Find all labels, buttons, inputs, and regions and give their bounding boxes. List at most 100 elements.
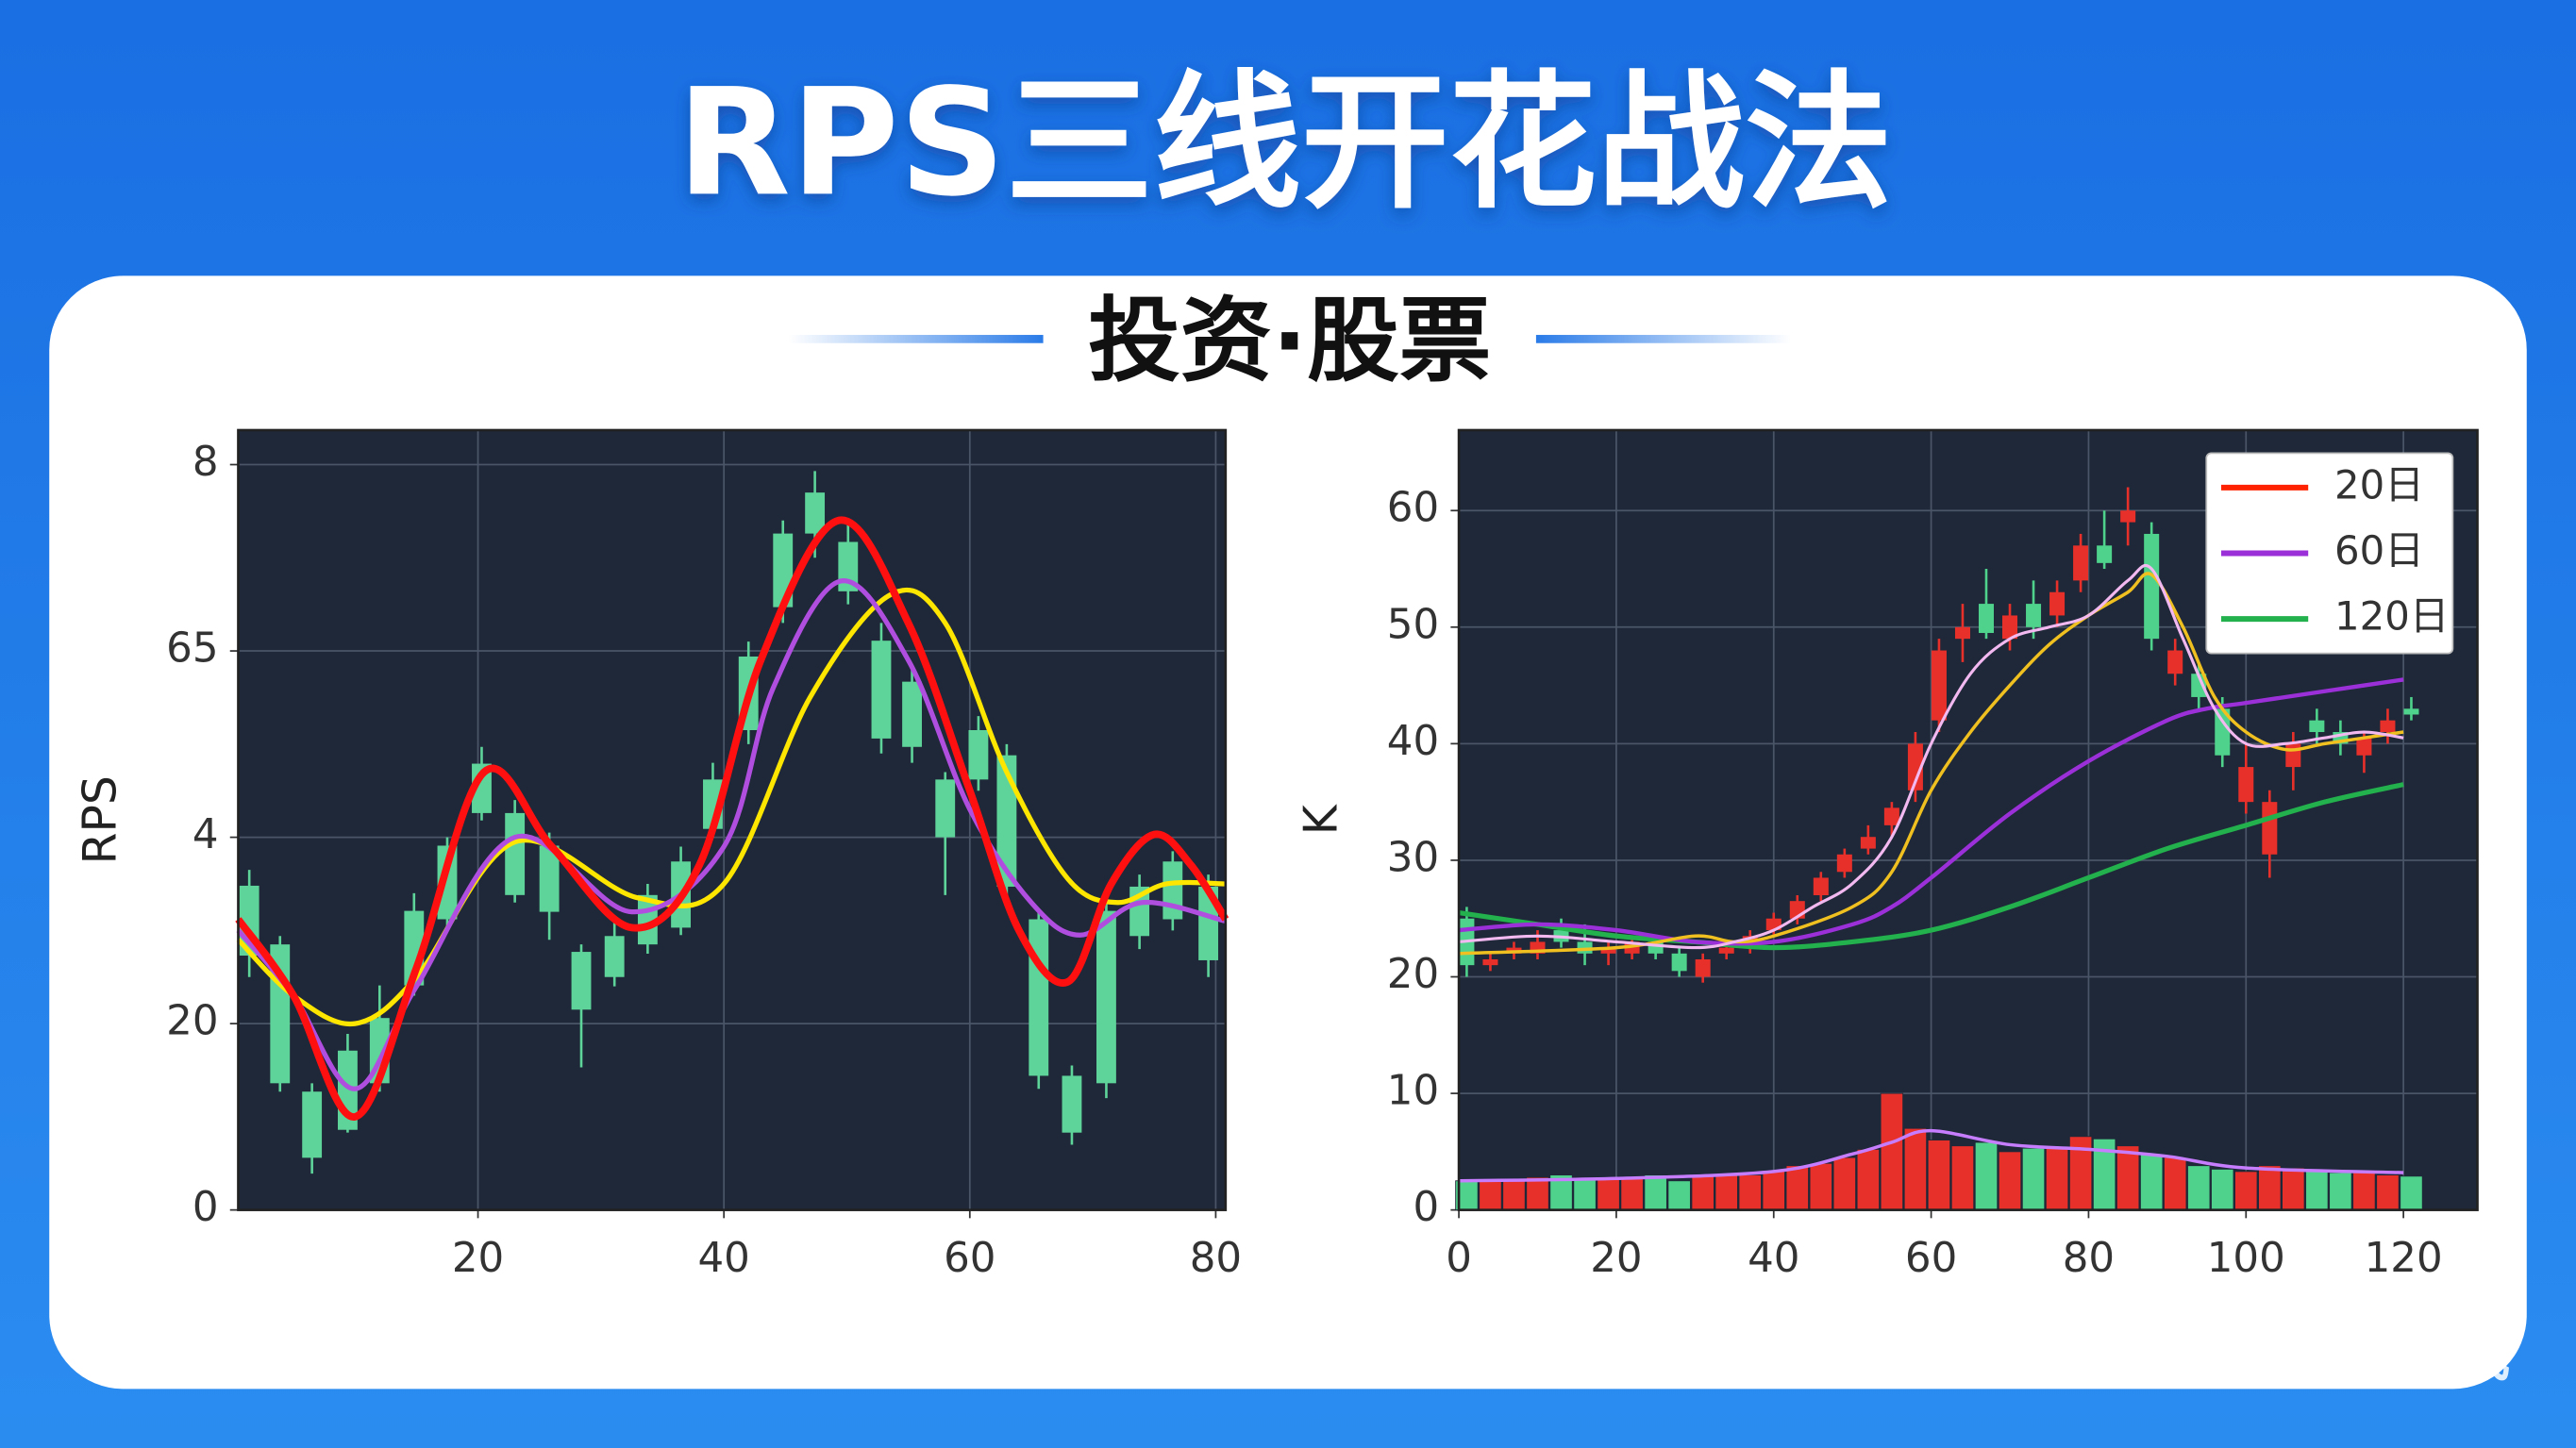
candle-body xyxy=(571,952,592,1010)
volume-bar xyxy=(2045,1146,2069,1211)
volume-bar xyxy=(2305,1170,2329,1211)
legend xyxy=(2205,452,2454,655)
ma-line xyxy=(1458,563,2404,950)
candle-body xyxy=(2403,708,2419,715)
y-tick-label: 60 xyxy=(1387,485,1439,532)
volume-bar xyxy=(2376,1174,2400,1211)
volume-line xyxy=(1459,1128,2404,1183)
x-tick-label: 80 xyxy=(2063,1235,2115,1282)
candle-body xyxy=(437,845,458,920)
volume-bar xyxy=(2211,1168,2234,1211)
page-title: RPS三线开花战法 xyxy=(677,57,1892,228)
ma-line xyxy=(1458,782,2404,951)
x-tick-label: 40 xyxy=(697,1235,749,1282)
volume-bar xyxy=(1667,1180,1691,1211)
volume-bar xyxy=(1738,1174,1762,1211)
legend-label: 120日 xyxy=(2334,593,2450,640)
y-axis-label: RPS xyxy=(75,775,127,864)
volume-bar xyxy=(1856,1148,1881,1211)
candle-body xyxy=(1836,854,1852,873)
candle-body xyxy=(2238,767,2254,803)
candle-body xyxy=(2356,738,2372,756)
candle-body xyxy=(1600,947,1616,954)
y-tick-label: 4 xyxy=(192,811,219,858)
y-tick-label: 30 xyxy=(1387,834,1439,881)
candle-body xyxy=(1482,958,1498,966)
ma-line xyxy=(236,578,1227,1091)
volume-bar xyxy=(1526,1176,1549,1211)
volume-bar xyxy=(1950,1145,1975,1211)
candle-body xyxy=(1163,861,1183,920)
candle-body xyxy=(2215,708,2231,756)
candle-body xyxy=(2309,720,2325,733)
volume-bar xyxy=(2164,1157,2187,1211)
chart: 0 20 4 65 8 20 40 60 80 RPS xyxy=(75,428,1242,1282)
volume-bar xyxy=(1479,1180,1502,1211)
volume-bar xyxy=(1715,1174,1738,1211)
candle-body xyxy=(1718,947,1734,954)
volume-bar xyxy=(1809,1162,1833,1211)
candle-body xyxy=(505,812,526,895)
y-tick-label: 40 xyxy=(1387,718,1439,765)
decor-line xyxy=(788,335,1044,343)
y-tick-label: 0 xyxy=(192,1184,219,1231)
y-axis-label: K xyxy=(1295,804,1347,835)
legend-label: 20日 xyxy=(2334,461,2424,508)
y-tick-label: 8 xyxy=(192,439,219,486)
candle-body xyxy=(805,492,826,534)
volume-bar xyxy=(1832,1157,1857,1211)
volume-bar xyxy=(2282,1167,2305,1211)
volume-bar xyxy=(2400,1175,2423,1211)
candle-body xyxy=(2073,545,2089,581)
volume-bar xyxy=(1762,1170,1785,1211)
volume-bar xyxy=(2139,1153,2164,1211)
y-tick-label: 20 xyxy=(166,998,218,1045)
candle-body xyxy=(604,936,625,977)
candle-body xyxy=(539,845,560,912)
volume-bar xyxy=(1785,1165,1809,1211)
y-tick-label: 10 xyxy=(1387,1068,1439,1115)
volume-bar xyxy=(1597,1179,1620,1211)
candle-body xyxy=(1029,919,1049,1076)
volume-bar xyxy=(2021,1147,2046,1211)
volume-bar xyxy=(1502,1180,1526,1211)
x-tick-label: 20 xyxy=(452,1235,504,1282)
candle-body xyxy=(1096,910,1116,1084)
subtitle: 投资·股票 xyxy=(1088,288,1491,394)
volume-bar xyxy=(2352,1171,2376,1211)
candle-body xyxy=(2026,604,2042,627)
y-tick-label: 0 xyxy=(1413,1184,1439,1231)
volume-bar xyxy=(2234,1171,2258,1211)
volume-bar xyxy=(2329,1172,2352,1211)
candle-body xyxy=(871,641,892,739)
candle-body xyxy=(302,1091,323,1158)
x-tick-label: 20 xyxy=(1590,1235,1642,1282)
candle-body xyxy=(1883,807,1899,825)
candle-body xyxy=(1954,626,1970,640)
x-tick-label: 60 xyxy=(944,1235,995,1282)
candle-body xyxy=(2049,591,2066,616)
decor-line xyxy=(1535,335,1791,343)
volume-bar xyxy=(2258,1165,2282,1211)
y-tick-label: 20 xyxy=(1387,951,1439,998)
watermark: 豆包AI生成 xyxy=(2240,1327,2511,1389)
x-tick-label: 120 xyxy=(2365,1235,2443,1282)
candle-body xyxy=(1860,837,1876,849)
candle-body xyxy=(1695,958,1711,977)
x-tick-label: 80 xyxy=(1190,1235,1242,1282)
charts: 0 20 4 65 8 20 40 60 80 RPS 0 10 20 30 40 50 60 0 20 40 60 80… xyxy=(75,428,2479,1282)
x-tick-label: 0 xyxy=(1446,1235,1472,1282)
candle-body xyxy=(1813,877,1829,896)
candle-body xyxy=(1931,650,1947,721)
candle-body xyxy=(2380,720,2396,733)
candle-body xyxy=(2002,615,2018,640)
volume-bar xyxy=(2187,1165,2211,1211)
candle-body xyxy=(1671,953,1687,972)
x-tick-label: 60 xyxy=(1905,1235,1957,1282)
volume-bar xyxy=(1903,1127,1928,1211)
candle-body xyxy=(996,755,1017,887)
candle-body xyxy=(968,730,989,780)
volume-bar xyxy=(2116,1145,2140,1211)
candle-body xyxy=(2262,802,2278,855)
